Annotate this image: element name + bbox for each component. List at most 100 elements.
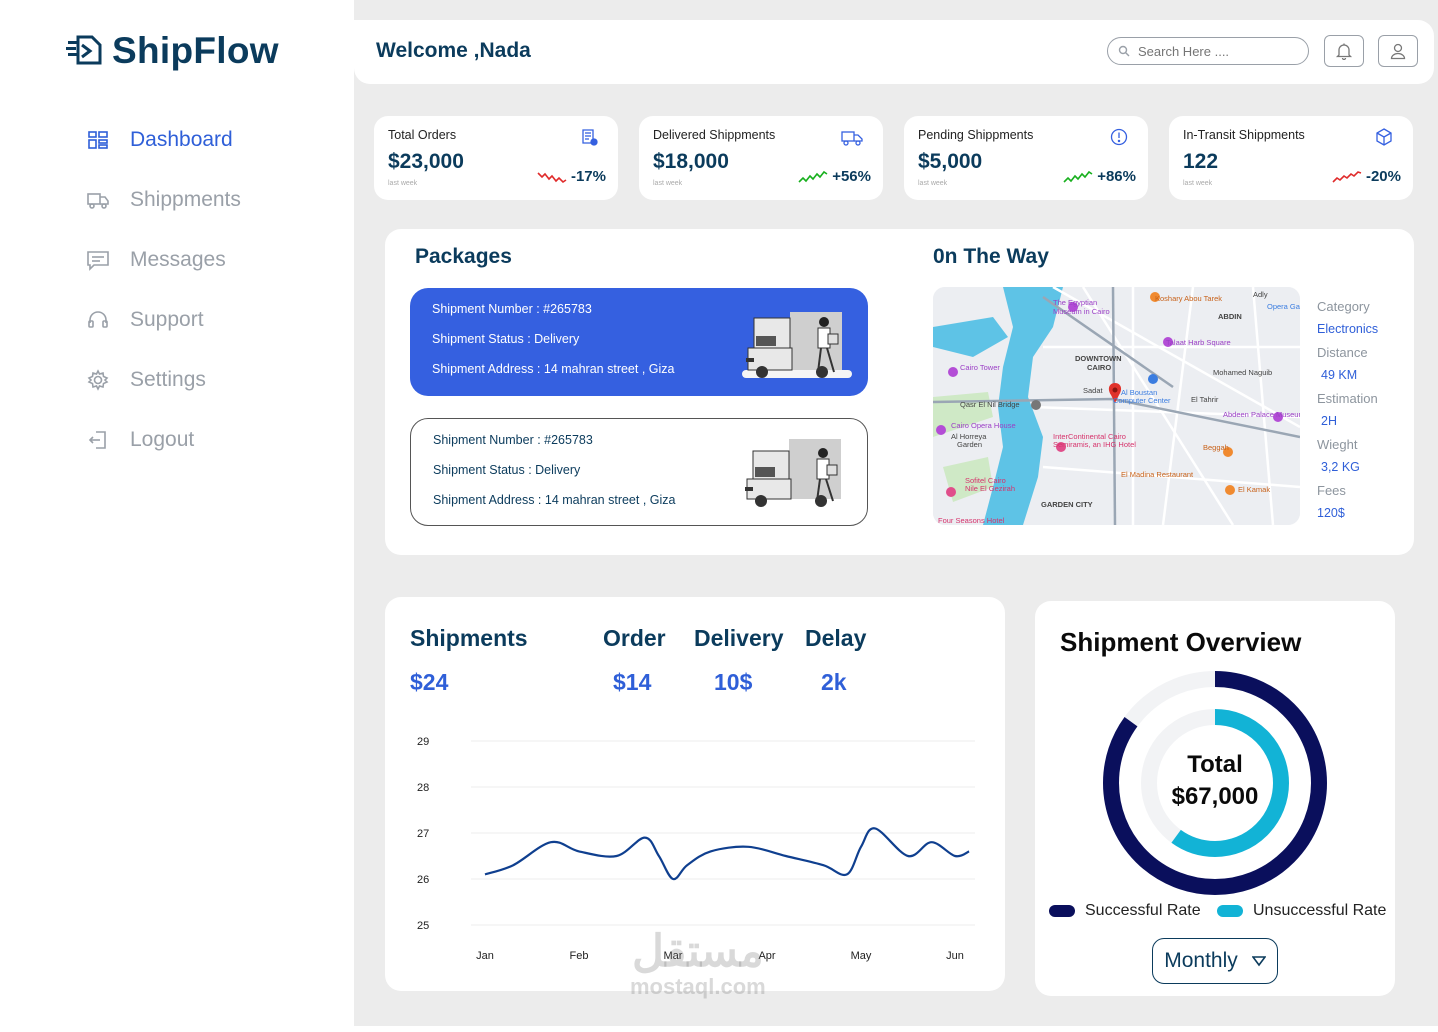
legend-swatch — [1049, 905, 1075, 917]
legend-successful: Successful Rate — [1049, 902, 1201, 920]
notifications-button[interactable] — [1324, 35, 1364, 67]
package-card[interactable]: Shipment Number : #265783 Shipment Statu… — [410, 288, 868, 396]
shipment-overview-panel: Shipment Overview Total $67,000 Successf… — [1035, 601, 1395, 996]
trend-down-icon — [1332, 170, 1362, 183]
sidebar-item-messages[interactable]: Messages — [86, 230, 241, 290]
stat-trend: -20% — [1332, 168, 1401, 185]
stat-card-pending[interactable]: Pending Shippments $5,000 last week +86% — [904, 116, 1148, 200]
stat-period: last week — [1183, 180, 1213, 187]
unsuccessful-rate-arc — [1141, 709, 1289, 857]
detail-value: 3,2 KG — [1321, 460, 1360, 474]
logout-icon — [86, 428, 110, 452]
gear-icon — [86, 368, 110, 392]
svg-text:El Kamak: El Kamak — [1238, 485, 1270, 494]
metric-label: Delivery — [694, 625, 784, 651]
svg-text:The Egyptian: The Egyptian — [1053, 298, 1097, 307]
legend-label: Successful Rate — [1085, 902, 1201, 919]
x-tick-label: Jan — [476, 950, 494, 962]
y-tick-label: 25 — [417, 920, 429, 932]
detail-value: Electronics — [1317, 322, 1379, 336]
svg-text:ABDIN: ABDIN — [1218, 312, 1242, 321]
sidebar-item-logout[interactable]: Logout — [86, 410, 241, 470]
package-card[interactable]: Shipment Number : #265783 Shipment Statu… — [410, 418, 868, 526]
shipment-address: Shipment Address : 14 mahran street , Gi… — [432, 362, 675, 376]
search-icon — [1118, 45, 1130, 57]
sidebar-item-settings[interactable]: Settings — [86, 350, 241, 410]
stat-title: Delivered Shippments — [653, 128, 776, 142]
detail-label: Fees — [1317, 483, 1346, 498]
svg-text:El Madina Restaurant: El Madina Restaurant — [1121, 470, 1194, 479]
svg-text:Sofitel Cairo: Sofitel Cairo — [965, 476, 1006, 485]
detail-value: 49 KM — [1321, 368, 1358, 382]
detail-value: 120$ — [1317, 506, 1345, 520]
detail-value: 2H — [1321, 414, 1337, 428]
sidebar: ShipFlow Dashboard Shippments — [0, 0, 354, 1032]
detail-label: Category — [1317, 299, 1370, 314]
watermark-arabic: مستقل — [632, 927, 764, 976]
stat-change: -20% — [1365, 168, 1401, 185]
user-icon — [1390, 43, 1406, 60]
svg-text:Mohamed Naguib: Mohamed Naguib — [1213, 368, 1272, 377]
overview-donut-chart — [1103, 671, 1327, 895]
shipment-number: Shipment Number : #265783 — [433, 433, 593, 447]
stat-trend: +86% — [1063, 168, 1136, 185]
metric-value: 2k — [821, 669, 847, 695]
stat-card-in-transit[interactable]: In-Transit Shippments 122 last week -20% — [1169, 116, 1413, 200]
sidebar-item-label: Support — [130, 308, 204, 331]
svg-text:Museum in Cairo: Museum in Cairo — [1053, 307, 1110, 316]
svg-text:Semiramis, an IHG Hotel: Semiramis, an IHG Hotel — [1053, 440, 1136, 449]
sidebar-item-label: Settings — [130, 368, 206, 391]
shipment-address: Shipment Address : 14 mahran street , Gi… — [433, 493, 676, 507]
svg-text:Beggah: Beggah — [1203, 443, 1229, 452]
app-logo[interactable]: ShipFlow — [66, 30, 279, 72]
chevron-down-icon — [1251, 956, 1266, 967]
stat-trend: +56% — [798, 168, 871, 185]
legend-label: Unsuccessful Rate — [1253, 902, 1387, 919]
svg-text:Al Boustan: Al Boustan — [1121, 388, 1157, 397]
stat-period: last week — [918, 180, 948, 187]
app-name: ShipFlow — [112, 30, 279, 71]
stat-value: $18,000 — [653, 150, 729, 173]
profile-button[interactable] — [1378, 35, 1418, 67]
stat-value: $5,000 — [918, 150, 983, 173]
main-content: Welcome ,Nada Total Orders $23,000 last … — [354, 0, 1438, 1026]
detail-label: Distance — [1317, 345, 1368, 360]
successful-rate-arc — [1103, 671, 1327, 895]
legend-swatch — [1217, 905, 1243, 917]
watermark-site: mostaql.com — [630, 974, 766, 999]
sidebar-item-support[interactable]: Support — [86, 290, 241, 350]
stat-card-delivered[interactable]: Delivered Shippments $18,000 last week +… — [639, 116, 883, 200]
metric-value: $14 — [613, 669, 652, 695]
period-dropdown[interactable]: Monthly — [1152, 938, 1278, 984]
stat-value: 122 — [1183, 150, 1219, 173]
stat-trend: -17% — [537, 168, 606, 185]
stat-period: last week — [388, 180, 418, 187]
shipflow-logo-icon — [66, 35, 102, 65]
svg-text:Sadat: Sadat — [1083, 386, 1104, 395]
svg-text:Qasr El Nil Bridge: Qasr El Nil Bridge — [960, 400, 1020, 409]
x-tick-label: Jun — [946, 950, 964, 962]
bell-icon — [1335, 43, 1353, 60]
svg-text:CAIRO: CAIRO — [1087, 363, 1111, 372]
stat-change: +86% — [1097, 168, 1136, 185]
trend-up-icon — [798, 170, 828, 183]
packages-panel: Packages Shipment Number : #265783 Shipm… — [385, 229, 1414, 555]
x-tick-label: Apr — [758, 950, 775, 962]
route-map[interactable]: The Egyptian Museum in Cairo Koshary Abou… — [933, 287, 1300, 525]
packages-title: Packages — [415, 245, 512, 268]
search-box[interactable] — [1107, 37, 1309, 65]
svg-text:Computer Center: Computer Center — [1113, 396, 1171, 405]
x-tick-label: Mar — [664, 950, 683, 962]
search-input[interactable] — [1138, 43, 1298, 59]
map-pins — [936, 292, 1283, 497]
stat-period: last week — [653, 180, 683, 187]
sidebar-item-shippments[interactable]: Shippments — [86, 170, 241, 230]
detail-label: Estimation — [1317, 391, 1378, 406]
dashboard-icon — [86, 128, 110, 152]
metric-label: Order — [603, 625, 666, 651]
svg-text:GARDEN CITY: GARDEN CITY — [1041, 500, 1093, 509]
sidebar-item-dashboard[interactable]: Dashboard — [86, 110, 241, 170]
svg-text:InterContinental Cairo: InterContinental Cairo — [1053, 432, 1126, 441]
stat-card-total-orders[interactable]: Total Orders $23,000 last week -17% — [374, 116, 618, 200]
